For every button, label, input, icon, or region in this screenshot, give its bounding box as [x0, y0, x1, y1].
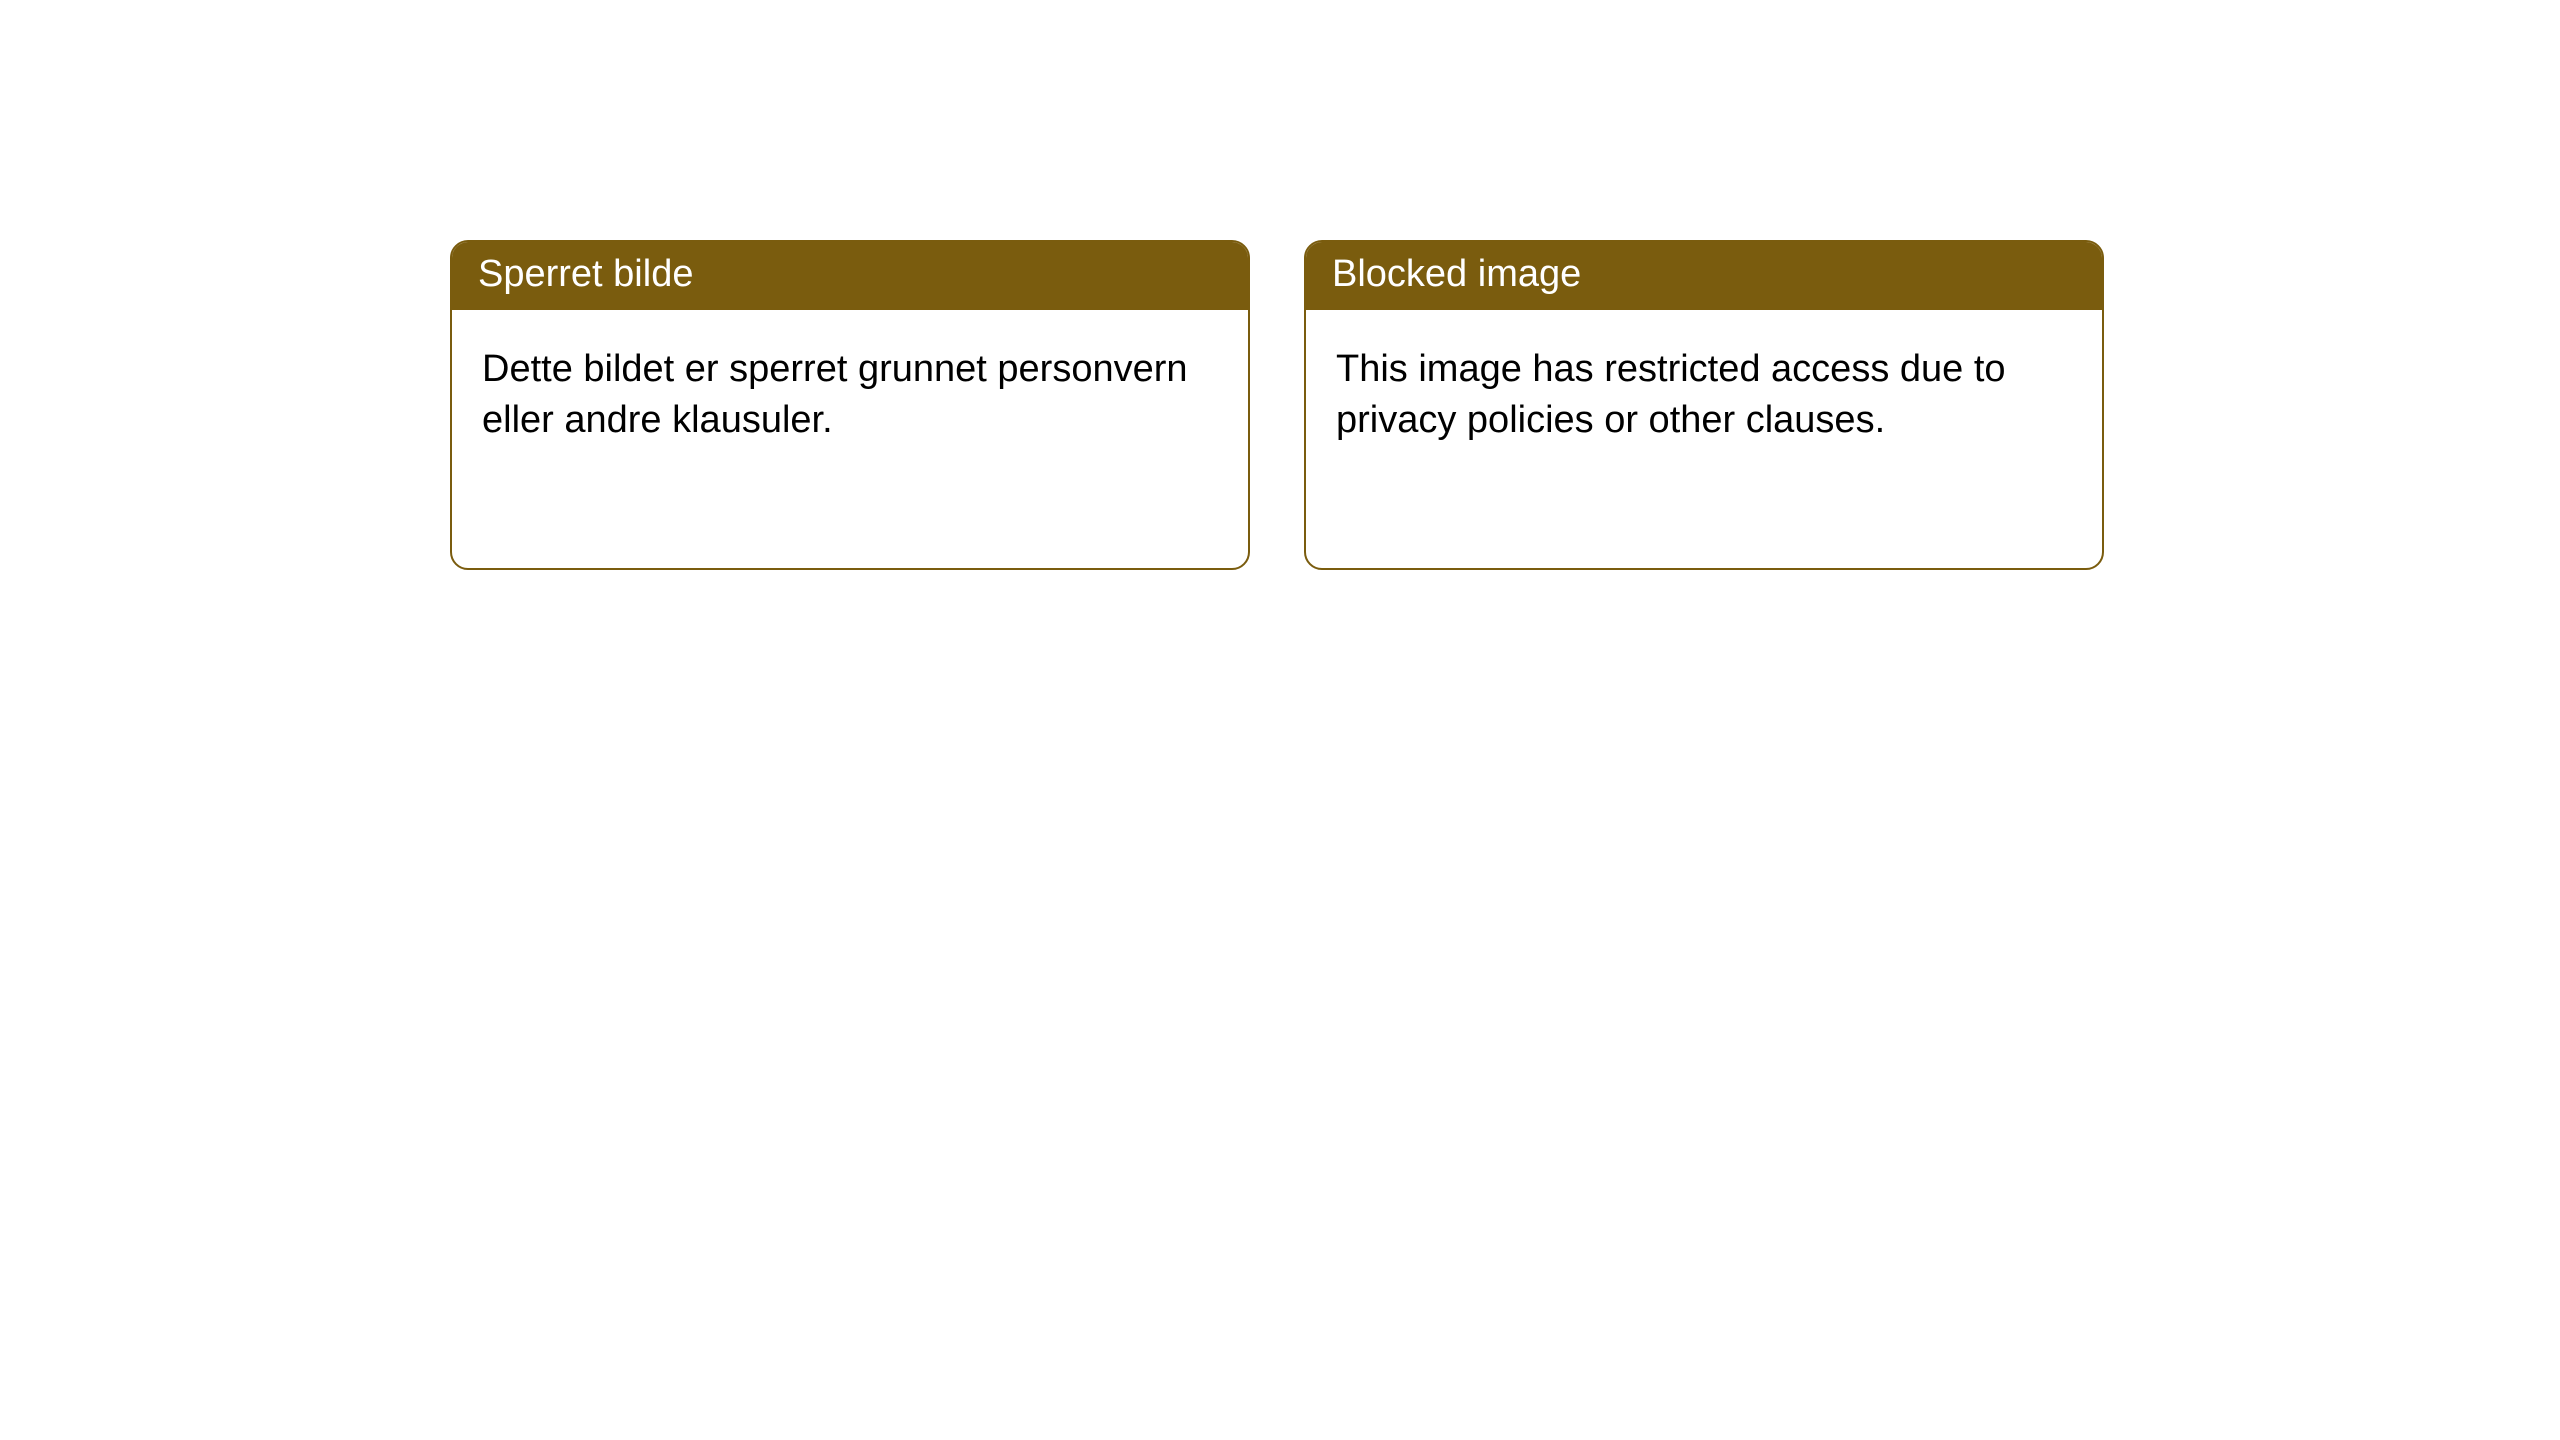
blocked-image-notice-en: Blocked image This image has restricted …	[1304, 240, 2104, 570]
notice-body-en: This image has restricted access due to …	[1306, 310, 2102, 477]
notice-title-en: Blocked image	[1306, 242, 2102, 310]
blocked-image-notice-no: Sperret bilde Dette bildet er sperret gr…	[450, 240, 1250, 570]
notice-container: Sperret bilde Dette bildet er sperret gr…	[0, 0, 2560, 570]
notice-title-no: Sperret bilde	[452, 242, 1248, 310]
notice-body-no: Dette bildet er sperret grunnet personve…	[452, 310, 1248, 477]
